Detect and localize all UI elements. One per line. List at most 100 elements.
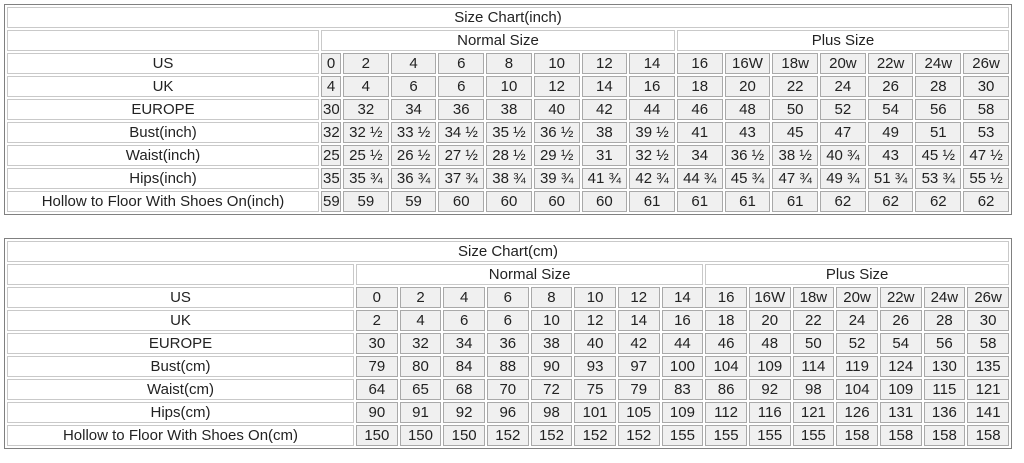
size-cell: 60 [486,191,532,212]
size-cell: 2 [399,287,442,308]
size-cell: 155 [792,425,835,446]
size-cell: 56 [923,333,966,354]
size-cell: 38 [530,333,573,354]
size-row: EUROPE 30 32 34 36 38 40 42 44 46 48 50 52 54 56 58 [7,333,1009,354]
size-row: Hollow to Floor With Shoes On(inch) 59 59 5… [7,191,1009,212]
size-cell: 26 [879,310,922,331]
size-cell: 62 [867,191,914,212]
size-cell: 12 [574,310,616,331]
size-cell: 30 [321,99,341,120]
size-cell: 14 [661,287,704,308]
size-cell: 30 [963,76,1009,97]
size-cell: 131 [879,402,922,423]
size-cell: 79 [356,356,398,377]
row-label: US [7,53,319,74]
size-cell: 152 [617,425,660,446]
size-cell: 36 ½ [533,122,580,143]
size-cell: 18w [792,287,835,308]
size-cell: 2 [343,53,389,74]
group-header-spacer [7,264,354,285]
size-row: Waist(cm) 64 65 68 70 72 75 79 83 86 92 98 104 109 115… [7,379,1009,400]
size-cell: 6 [438,76,485,97]
size-cell: 16 [676,53,723,74]
size-cell: 59 [390,191,437,212]
size-cell: 27 ½ [438,145,485,166]
group-header-row: Normal Size Plus Size [7,264,1009,285]
size-cell: 109 [879,379,922,400]
size-cell: 39 ½ [629,122,675,143]
size-cell: 4 [390,53,437,74]
size-cell: 8 [530,287,573,308]
size-cell: 32 ½ [343,122,389,143]
size-cell: 42 ¾ [629,168,675,189]
size-cell: 16 [705,287,747,308]
size-cell: 98 [530,402,573,423]
size-cell: 25 ½ [343,145,389,166]
size-cell: 32 [321,122,341,143]
size-cell: 152 [486,425,529,446]
size-cell: 43 [724,122,771,143]
size-cell: 40 ¾ [820,145,866,166]
size-cell: 14 [617,310,660,331]
size-cell: 26w [963,53,1009,74]
size-cell: 48 [748,333,791,354]
size-cell: 49 [867,122,914,143]
size-cell: 155 [748,425,791,446]
size-cell: 59 [321,191,341,212]
size-cell: 121 [967,379,1009,400]
size-cell: 16W [724,53,771,74]
size-cell: 60 [533,191,580,212]
size-cell: 150 [356,425,398,446]
size-cell: 47 ½ [963,145,1009,166]
size-cell: 18 [705,310,747,331]
size-cell: 49 ¾ [820,168,866,189]
group-header-row: Normal Size Plus Size [7,30,1009,51]
size-cell: 155 [705,425,747,446]
size-cell: 100 [661,356,704,377]
size-cell: 35 ¾ [343,168,389,189]
size-cell: 55 ½ [963,168,1009,189]
size-cell: 45 [772,122,819,143]
size-cell: 29 ½ [533,145,580,166]
size-cell: 20w [820,53,866,74]
size-chart-cm: Size Chart(cm) Normal Size Plus Size US 0 2 4 6… [4,238,1012,449]
size-cell: 41 [676,122,723,143]
size-cell: 36 ½ [724,145,771,166]
size-cell: 97 [617,356,660,377]
size-cell: 53 ¾ [915,168,962,189]
size-cell: 53 [963,122,1009,143]
size-cell: 32 [399,333,442,354]
size-row: UK 2 4 6 6 10 12 14 16 18 20 22 24 26 28 30 [7,310,1009,331]
size-cell: 36 [486,333,529,354]
size-cell: 0 [356,287,398,308]
size-cell: 150 [399,425,442,446]
size-cell: 90 [530,356,573,377]
size-cell: 28 [923,310,966,331]
size-cell: 39 ¾ [533,168,580,189]
size-cell: 47 ¾ [772,168,819,189]
size-cell: 158 [967,425,1009,446]
size-cell: 105 [617,402,660,423]
size-cell: 96 [486,402,529,423]
size-cell: 38 ¾ [486,168,532,189]
size-cell: 92 [748,379,791,400]
size-cell: 104 [836,379,878,400]
size-cell: 4 [321,76,341,97]
size-cell: 10 [486,76,532,97]
size-cell: 121 [792,402,835,423]
size-cell: 44 [629,99,675,120]
size-cell: 116 [748,402,791,423]
size-cell: 42 [617,333,660,354]
size-cell: 14 [629,53,675,74]
size-row: US 0 2 4 6 8 10 12 14 16 16W 18w 20w 22w 24w 26w [7,53,1009,74]
row-label: Hollow to Floor With Shoes On(cm) [7,425,354,446]
size-cell: 20 [724,76,771,97]
size-cell: 2 [356,310,398,331]
size-cell: 44 ¾ [676,168,723,189]
size-cell: 37 ¾ [438,168,485,189]
size-cell: 34 [676,145,723,166]
size-cell: 83 [661,379,704,400]
size-cell: 6 [486,287,529,308]
size-row: UK 4 4 6 6 10 12 14 16 18 20 22 24 26 28 30 [7,76,1009,97]
